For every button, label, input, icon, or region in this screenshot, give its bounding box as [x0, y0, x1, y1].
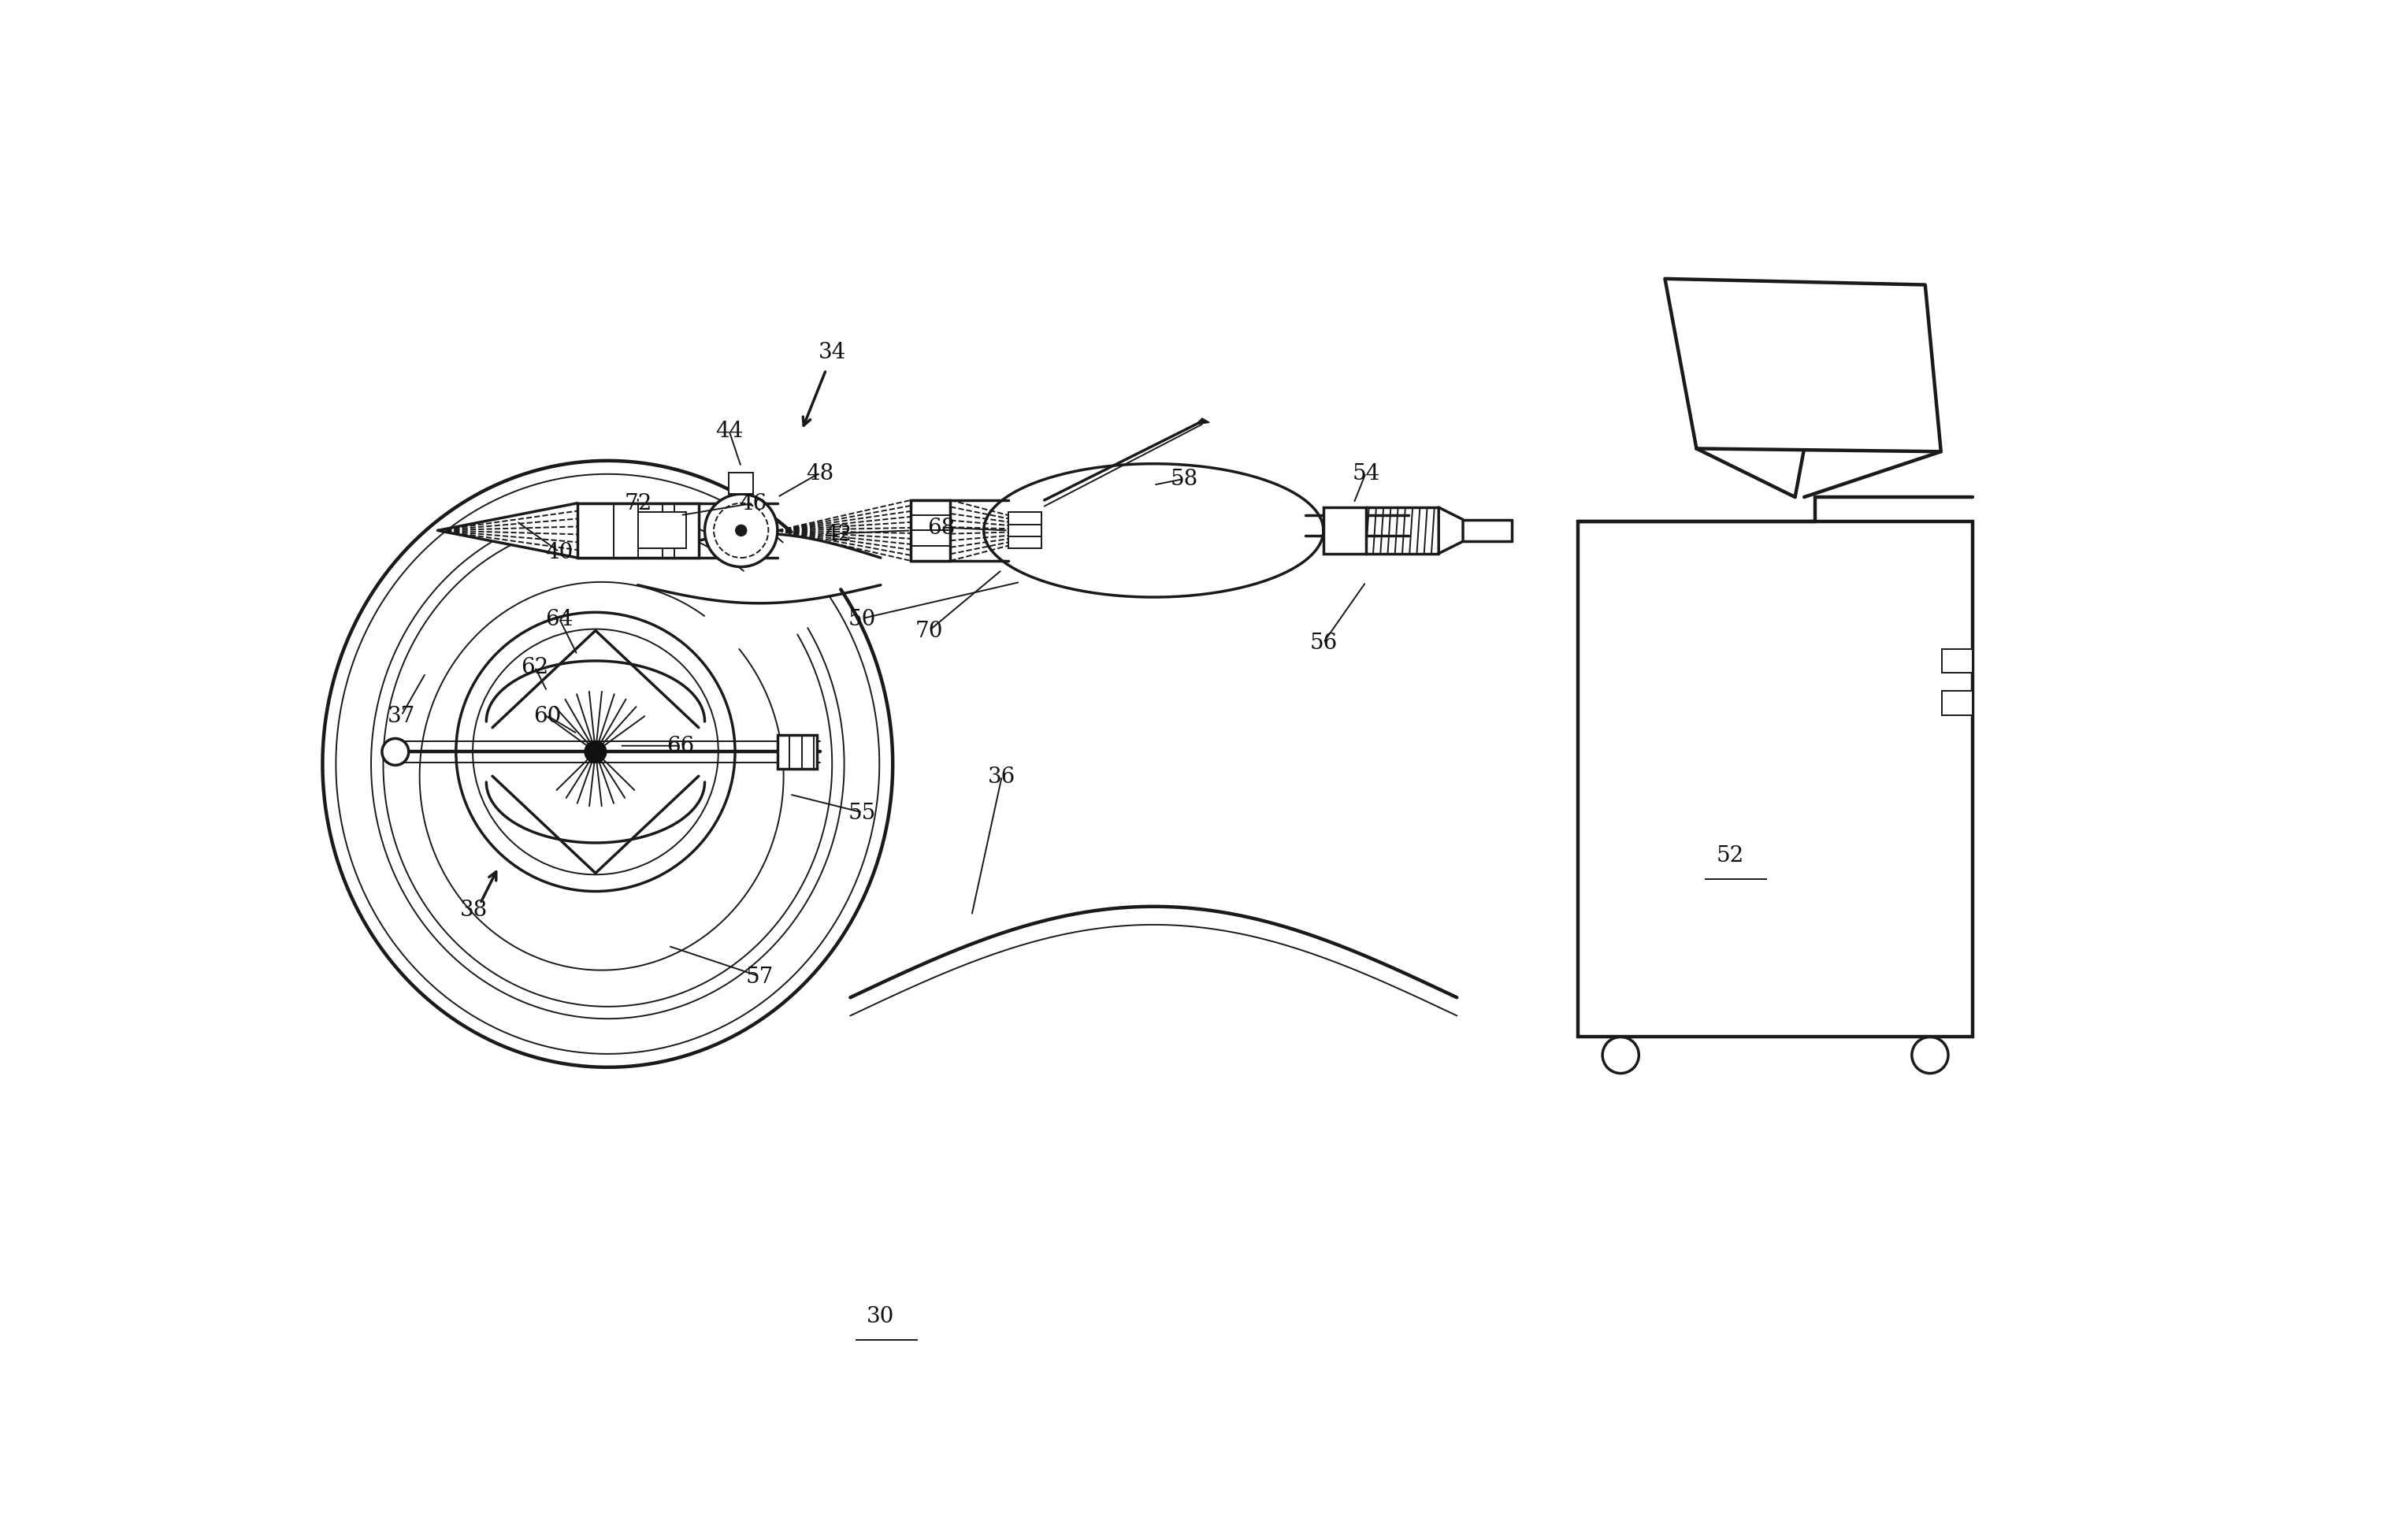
Text: 37: 37 [387, 705, 415, 727]
Text: 70: 70 [914, 621, 943, 642]
Polygon shape [1196, 419, 1210, 425]
Text: 55: 55 [847, 802, 876, 824]
Circle shape [585, 741, 606, 764]
Text: 44: 44 [716, 420, 742, 442]
Text: 50: 50 [847, 608, 876, 630]
FancyBboxPatch shape [778, 735, 816, 768]
FancyBboxPatch shape [1578, 522, 1972, 1036]
Circle shape [382, 739, 408, 765]
Text: 64: 64 [544, 608, 573, 630]
Text: 42: 42 [824, 524, 852, 545]
FancyBboxPatch shape [578, 504, 699, 557]
Text: 57: 57 [745, 966, 773, 987]
Circle shape [704, 494, 778, 567]
Text: 54: 54 [1351, 462, 1380, 484]
Polygon shape [1666, 279, 1941, 453]
Text: 66: 66 [666, 736, 695, 756]
Text: 46: 46 [740, 493, 766, 514]
FancyBboxPatch shape [728, 473, 754, 494]
Text: 40: 40 [544, 542, 573, 562]
FancyBboxPatch shape [912, 500, 950, 561]
FancyBboxPatch shape [1007, 513, 1041, 550]
Text: 56: 56 [1310, 633, 1337, 654]
Text: 68: 68 [929, 517, 955, 539]
Text: 60: 60 [532, 705, 561, 727]
Text: 72: 72 [623, 493, 652, 514]
Text: 52: 52 [1716, 844, 1745, 865]
Text: 48: 48 [807, 462, 833, 484]
Text: 30: 30 [866, 1306, 895, 1326]
Text: 38: 38 [461, 899, 487, 921]
FancyBboxPatch shape [1322, 508, 1365, 554]
FancyBboxPatch shape [1943, 650, 1972, 673]
FancyBboxPatch shape [637, 513, 687, 550]
Text: 36: 36 [988, 765, 1017, 787]
Circle shape [735, 525, 747, 537]
Text: 58: 58 [1170, 468, 1198, 490]
Polygon shape [1439, 508, 1463, 554]
Polygon shape [437, 504, 578, 557]
FancyBboxPatch shape [1943, 691, 1972, 716]
Text: 62: 62 [520, 656, 549, 678]
Text: 34: 34 [819, 342, 845, 363]
